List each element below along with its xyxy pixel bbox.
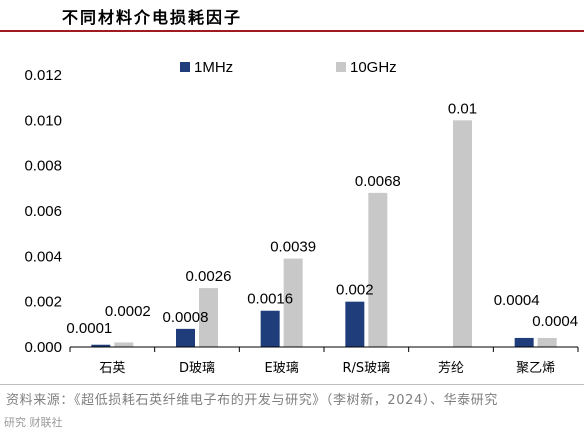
category-label: 聚乙烯 bbox=[516, 361, 555, 376]
category-label: E玻璃 bbox=[265, 361, 299, 376]
bars bbox=[91, 120, 557, 347]
bar-1mhz bbox=[91, 344, 111, 347]
bar-10ghz bbox=[199, 288, 218, 347]
data-label-1mhz: 0.0001 bbox=[66, 320, 112, 337]
bar-10ghz bbox=[368, 192, 388, 347]
watermark: 研究 财联社 bbox=[4, 416, 63, 429]
category-label: R/S玻璃 bbox=[342, 361, 390, 376]
data-label-1mhz: 0.0008 bbox=[163, 309, 209, 326]
legend-swatch-1mhz bbox=[180, 62, 190, 72]
y-tick-label: 0.012 bbox=[24, 67, 62, 84]
legend-swatch-10ghz bbox=[336, 62, 346, 72]
bar-1mhz bbox=[176, 328, 195, 347]
category-label: D玻璃 bbox=[179, 361, 215, 376]
data-label-10ghz: 0.0004 bbox=[532, 313, 578, 330]
data-label-10ghz: 0.0039 bbox=[270, 239, 316, 256]
category-label: 芳纶 bbox=[438, 361, 464, 376]
data-label-1mhz: 0.0016 bbox=[247, 291, 293, 308]
data-label-10ghz: 0.0002 bbox=[105, 303, 151, 320]
bar-1mhz bbox=[260, 310, 280, 347]
bar-10ghz bbox=[453, 120, 472, 347]
bar-10ghz bbox=[537, 337, 557, 347]
data-label-10ghz: 0.01 bbox=[448, 100, 477, 117]
y-axis: 0.000 0.002 0.004 0.006 0.008 0.010 0.012 bbox=[24, 67, 62, 356]
data-label-1mhz: 0.002 bbox=[336, 282, 374, 299]
legend-label-1mhz: 1MHz bbox=[194, 59, 233, 76]
y-tick-label: 0.008 bbox=[24, 158, 62, 175]
title-rule bbox=[0, 30, 584, 32]
chart: 0.000 0.002 0.004 0.006 0.008 0.010 0.012 0.00… bbox=[24, 59, 579, 376]
data-label-10ghz: 0.0068 bbox=[355, 173, 401, 190]
legend: 1MHz 10GHz bbox=[180, 59, 397, 76]
bar-10ghz bbox=[114, 342, 134, 347]
y-tick-label: 0.010 bbox=[24, 112, 62, 129]
category-label: 石英 bbox=[99, 361, 125, 376]
y-tick-label: 0.004 bbox=[24, 248, 62, 265]
data-label-1mhz: 0.0004 bbox=[494, 292, 540, 309]
y-tick-label: 0.006 bbox=[24, 203, 62, 220]
legend-label-10ghz: 10GHz bbox=[350, 59, 397, 76]
bar-10ghz bbox=[283, 258, 303, 347]
bar-1mhz bbox=[345, 301, 365, 347]
bar-1mhz bbox=[514, 337, 534, 347]
source-note: 资料来源：《超低损耗石英纤维电子布的开发与研究》（李树新，2024）、华泰研究 bbox=[6, 393, 498, 408]
source-rule bbox=[0, 384, 584, 385]
y-tick-label: 0.002 bbox=[24, 294, 62, 311]
data-label-10ghz: 0.0026 bbox=[186, 268, 232, 285]
chart-title: 不同材料介电损耗因子 bbox=[62, 8, 243, 27]
x-axis: 石英 D玻璃 E玻璃 R/S玻璃 芳纶 聚乙烯 bbox=[69, 346, 579, 376]
y-tick-label: 0.000 bbox=[24, 339, 62, 356]
